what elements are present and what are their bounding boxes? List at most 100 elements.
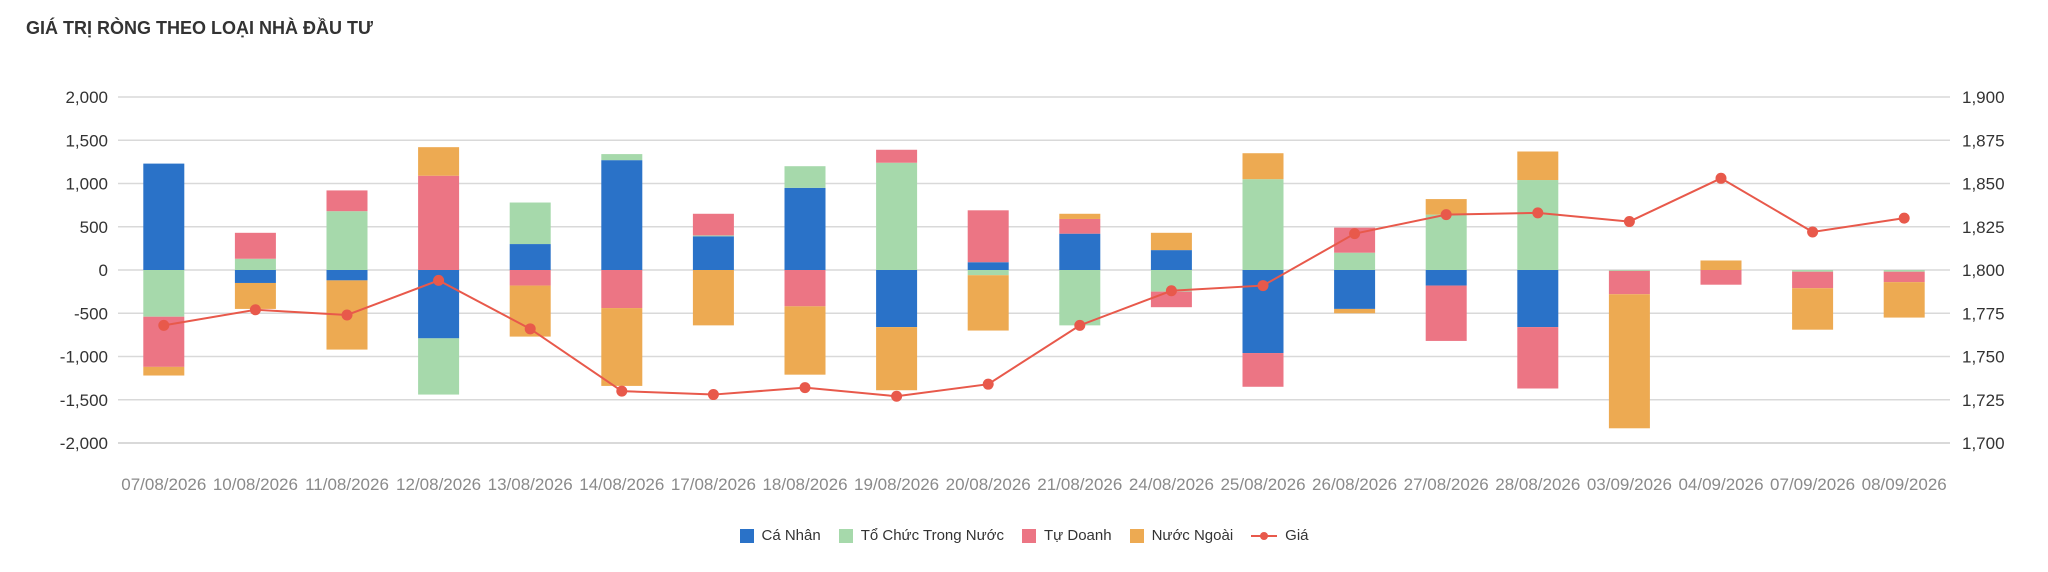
bar-to_chuc[interactable]	[1334, 252, 1376, 270]
bar-to_chuc[interactable]	[967, 270, 1009, 276]
bar-to_chuc[interactable]	[143, 270, 185, 317]
x-tick-label: 20/08/2026	[946, 475, 1031, 494]
price-point[interactable]	[616, 385, 628, 397]
bar-ca_nhan[interactable]	[1517, 270, 1559, 328]
bar-to_chuc[interactable]	[1792, 270, 1834, 272]
bar-nuoc_ngoai[interactable]	[1700, 260, 1742, 270]
bar-nuoc_ngoai[interactable]	[1517, 151, 1559, 181]
bar-to_chuc[interactable]	[326, 211, 368, 270]
bar-to_chuc[interactable]	[1242, 179, 1284, 270]
bar-nuoc_ngoai[interactable]	[1334, 308, 1376, 314]
bar-nuoc_ngoai[interactable]	[1608, 294, 1650, 429]
bar-to_chuc[interactable]	[876, 162, 918, 270]
bar-to_chuc[interactable]	[1608, 270, 1650, 271]
price-point[interactable]	[1532, 207, 1544, 219]
bar-to_chuc[interactable]	[234, 258, 276, 270]
price-line	[158, 172, 1910, 402]
bar-to_chuc[interactable]	[784, 166, 826, 188]
bar-nuoc_ngoai[interactable]	[418, 147, 460, 176]
bar-to_chuc[interactable]	[1150, 270, 1192, 292]
bar-to_chuc[interactable]	[509, 202, 551, 245]
bar-nuoc_ngoai[interactable]	[1425, 199, 1467, 215]
bar-nuoc_ngoai[interactable]	[784, 306, 826, 375]
legend-item-tu-doanh[interactable]: Tự Doanh	[1022, 527, 1112, 544]
price-point[interactable]	[891, 390, 903, 402]
bar-nuoc_ngoai[interactable]	[1242, 153, 1284, 180]
price-point[interactable]	[524, 323, 536, 335]
price-point[interactable]	[1807, 226, 1819, 238]
bar-to_chuc[interactable]	[601, 154, 643, 161]
price-point[interactable]	[707, 389, 719, 401]
price-point[interactable]	[1715, 172, 1727, 184]
price-point[interactable]	[1349, 228, 1361, 240]
bar-to_chuc[interactable]	[1059, 270, 1101, 326]
legend-item-to-chuc[interactable]: Tổ Chức Trong Nước	[838, 527, 1004, 544]
bar-tu_doanh[interactable]	[876, 149, 918, 163]
bar-tu_doanh[interactable]	[1425, 285, 1467, 341]
price-point[interactable]	[433, 274, 445, 286]
bar-ca_nhan[interactable]	[509, 244, 551, 270]
bar-ca_nhan[interactable]	[692, 236, 734, 270]
legend-item-ca-nhan[interactable]: Cá Nhân	[739, 527, 821, 544]
bar-ca_nhan[interactable]	[1425, 270, 1467, 286]
bar-ca_nhan[interactable]	[234, 270, 276, 283]
bar-to_chuc[interactable]	[1517, 180, 1559, 270]
price-point[interactable]	[1257, 280, 1269, 292]
price-point[interactable]	[1440, 209, 1452, 221]
bar-tu_doanh[interactable]	[1883, 271, 1925, 283]
legend-item-gia[interactable]: Giá	[1251, 527, 1309, 544]
price-point[interactable]	[1623, 216, 1635, 228]
bar-tu_doanh[interactable]	[234, 232, 276, 259]
price-point[interactable]	[158, 319, 170, 331]
bar-ca_nhan[interactable]	[601, 160, 643, 270]
price-point[interactable]	[799, 382, 811, 394]
bar-tu_doanh[interactable]	[1242, 353, 1284, 387]
bar-ca_nhan[interactable]	[967, 262, 1009, 270]
bar-ca_nhan[interactable]	[1334, 270, 1376, 309]
bar-tu_doanh[interactable]	[967, 210, 1009, 263]
bar-tu_doanh[interactable]	[1700, 270, 1742, 285]
bar-to_chuc[interactable]	[1883, 270, 1925, 272]
bar-ca_nhan[interactable]	[326, 270, 368, 281]
price-point[interactable]	[1074, 319, 1086, 331]
bar-nuoc_ngoai[interactable]	[1883, 282, 1925, 318]
price-point[interactable]	[249, 304, 261, 316]
y-tick-label: -500	[74, 304, 108, 323]
bar-tu_doanh[interactable]	[1792, 271, 1834, 289]
bar-nuoc_ngoai[interactable]	[876, 327, 918, 391]
bar-tu_doanh[interactable]	[1608, 270, 1650, 295]
bar-nuoc_ngoai[interactable]	[143, 366, 185, 376]
x-tick-label: 03/09/2026	[1587, 475, 1672, 494]
price-point[interactable]	[341, 309, 353, 321]
bar-tu_doanh[interactable]	[1517, 327, 1559, 389]
bar-to_chuc[interactable]	[1425, 214, 1467, 270]
bar-nuoc_ngoai[interactable]	[967, 275, 1009, 331]
y-tick-label: -1,500	[60, 391, 108, 410]
bar-tu_doanh[interactable]	[784, 270, 826, 307]
price-point[interactable]	[982, 378, 994, 390]
price-point[interactable]	[1898, 212, 1910, 224]
bar-tu_doanh[interactable]	[1059, 218, 1101, 234]
bar-nuoc_ngoai[interactable]	[692, 270, 734, 326]
price-point[interactable]	[1165, 285, 1177, 297]
bar-tu_doanh[interactable]	[326, 190, 368, 212]
bar-tu_doanh[interactable]	[601, 270, 643, 309]
bar-ca_nhan[interactable]	[876, 270, 918, 328]
bar-tu_doanh[interactable]	[418, 175, 460, 270]
y-tick-label: 1,500	[65, 131, 108, 150]
bar-to_chuc[interactable]	[692, 235, 734, 237]
bar-nuoc_ngoai[interactable]	[1792, 288, 1834, 330]
bar-ca_nhan[interactable]	[1059, 233, 1101, 270]
bar-nuoc_ngoai[interactable]	[601, 308, 643, 386]
bar-ca_nhan[interactable]	[143, 163, 185, 270]
bar-tu_doanh[interactable]	[692, 213, 734, 236]
bar-to_chuc[interactable]	[418, 338, 460, 395]
bar-tu_doanh[interactable]	[509, 270, 551, 286]
bar-nuoc_ngoai[interactable]	[1150, 232, 1192, 251]
bar-nuoc_ngoai[interactable]	[1059, 213, 1101, 219]
bar-ca_nhan[interactable]	[1150, 250, 1192, 270]
bar-ca_nhan[interactable]	[784, 187, 826, 270]
y-tick-label: 500	[80, 218, 108, 237]
x-tick-label: 28/08/2026	[1495, 475, 1580, 494]
legend-item-nuoc-ngoai[interactable]: Nước Ngoài	[1129, 527, 1233, 544]
